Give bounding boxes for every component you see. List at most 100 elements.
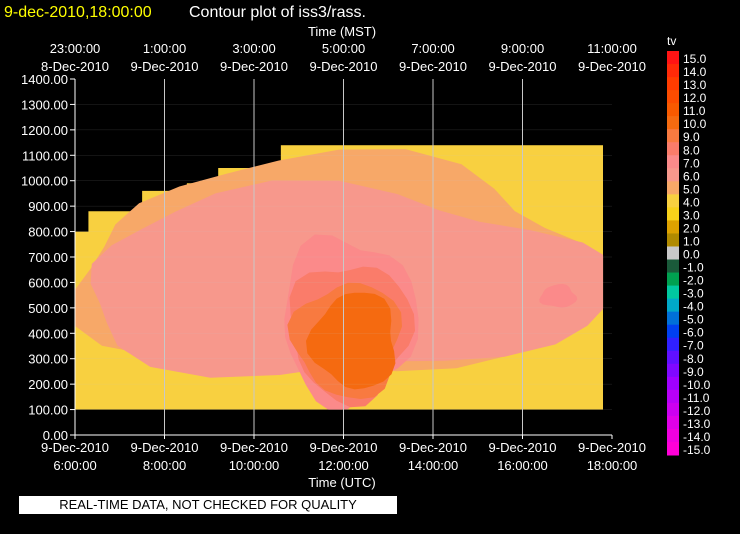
colorbar-value: 8.0 [683, 143, 700, 157]
colorbar-swatch [667, 337, 679, 352]
top-tick-time: 11:00:00 [587, 41, 637, 56]
top-tick-time: 7:00:00 [411, 41, 454, 56]
colorbar-value: -8.0 [683, 352, 704, 366]
colorbar-swatch [667, 415, 679, 430]
colorbar-swatch [667, 155, 679, 169]
colorbar-value: 13.0 [683, 78, 707, 92]
colorbar-value: 11.0 [683, 104, 706, 118]
colorbar-swatch [667, 376, 679, 391]
colorbar-swatch [667, 181, 679, 195]
x-tick-date: 9-Dec-2010 [310, 440, 378, 455]
colorbar-swatch [667, 168, 679, 182]
y-tick-label: 900.00 [28, 199, 68, 214]
colorbar-value: 1.0 [683, 234, 700, 248]
colorbar-value: 9.0 [683, 130, 700, 144]
colorbar-swatch [667, 311, 679, 326]
colorbar-value: -15.0 [683, 443, 711, 457]
colorbar-value: -13.0 [683, 417, 711, 431]
y-tick-label: 100.00 [28, 403, 68, 418]
colorbar-value: 5.0 [683, 182, 700, 196]
colorbar-swatch [667, 298, 679, 313]
colorbar-value: -5.0 [683, 313, 704, 327]
colorbar-swatch [667, 363, 679, 378]
colorbar-value: -3.0 [683, 287, 704, 301]
colorbar-value: 15.0 [683, 52, 707, 66]
colorbar-value: 12.0 [683, 91, 707, 105]
top-tick-date: 8-Dec-2010 [41, 59, 109, 74]
colorbar-value: -2.0 [683, 274, 704, 288]
x-tick-time: 6:00:00 [53, 458, 96, 473]
x-tick-time: 10:00:00 [229, 458, 280, 473]
y-tick-label: 500.00 [28, 301, 68, 316]
plot-title: Contour plot of iss3/rass. [189, 4, 366, 21]
colorbar-swatch [667, 259, 679, 274]
y-tick-label: 1300.00 [21, 97, 68, 112]
colorbar-swatch [667, 324, 679, 339]
top-tick-date: 9-Dec-2010 [220, 59, 288, 74]
colorbar-value: 10.0 [683, 117, 707, 131]
colorbar-swatch [667, 116, 679, 130]
top-tick-time: 23:00:00 [50, 41, 101, 56]
y-tick-label: 200.00 [28, 377, 68, 392]
top-tick-date: 9-Dec-2010 [399, 59, 467, 74]
colorbar-value: -1.0 [683, 261, 704, 275]
colorbar-swatch [667, 129, 679, 143]
y-tick-label: 1200.00 [21, 123, 68, 138]
colorbar-swatch [667, 194, 679, 208]
top-tick-time: 1:00:00 [143, 41, 186, 56]
x-tick-date: 9-Dec-2010 [131, 440, 199, 455]
y-tick-label: 600.00 [28, 275, 68, 290]
colorbar-value: 7.0 [683, 156, 700, 170]
top-tick-time: 3:00:00 [232, 41, 275, 56]
top-tick-time: 9:00:00 [501, 41, 544, 56]
colorbar-swatch [667, 389, 679, 404]
colorbar: 15.014.013.012.011.010.09.08.07.06.05.04… [667, 51, 711, 457]
colorbar-swatch [667, 142, 679, 156]
contour-region [539, 283, 578, 308]
colorbar-swatch [667, 402, 679, 417]
colorbar-value: -14.0 [683, 430, 711, 444]
x-tick-date: 9-Dec-2010 [220, 440, 288, 455]
top-tick-date: 9-Dec-2010 [131, 59, 199, 74]
top-tick-time: 5:00:00 [322, 41, 365, 56]
x-tick-time: 16:00:00 [497, 458, 548, 473]
x-tick-time: 14:00:00 [408, 458, 459, 473]
y-tick-label: 1100.00 [22, 148, 68, 163]
colorbar-value: 14.0 [683, 65, 707, 79]
colorbar-value: 0.0 [683, 248, 700, 262]
top-axis-label: Time (MST) [308, 24, 376, 39]
contour-region [306, 292, 396, 390]
colorbar-swatch [667, 428, 679, 443]
colorbar-swatch [667, 441, 679, 456]
y-tick-label: 0.00 [43, 428, 68, 443]
x-tick-date: 9-Dec-2010 [399, 440, 467, 455]
y-tick-label: 700.00 [28, 250, 68, 265]
timestamp: 9-dec-2010,18:00:00 [4, 4, 152, 21]
colorbar-swatch [667, 103, 679, 117]
top-axis-ticks: 23:00:00 8-Dec-2010 1:00:00 9-Dec-2010 3:00:… [41, 41, 646, 74]
colorbar-value: 4.0 [683, 195, 700, 209]
colorbar-swatch [667, 350, 679, 365]
x-tick-time: 8:00:00 [143, 458, 186, 473]
colorbar-swatch [667, 64, 679, 78]
x-tick-time: 18:00:00 [587, 458, 638, 473]
colorbar-swatch [667, 246, 679, 261]
y-axis-ticks: 0.00 100.00 200.00 300.00 400.00 500.00 600.00… [21, 72, 75, 443]
colorbar-value: 6.0 [683, 169, 700, 183]
y-tick-label: 800.00 [28, 225, 68, 240]
colorbar-swatch [667, 220, 679, 234]
colorbar-value: -12.0 [683, 404, 711, 418]
colorbar-swatch [667, 272, 679, 287]
top-tick-date: 9-Dec-2010 [489, 59, 557, 74]
colorbar-label: tv [667, 34, 676, 48]
y-tick-label: 300.00 [28, 352, 68, 367]
colorbar-swatch [667, 77, 679, 91]
x-tick-date: 9-Dec-2010 [489, 440, 557, 455]
colorbar-value: -7.0 [683, 339, 704, 353]
top-tick-date: 9-Dec-2010 [578, 59, 646, 74]
x-tick-date: 9-Dec-2010 [41, 440, 109, 455]
colorbar-value: -9.0 [683, 365, 704, 379]
colorbar-swatch [667, 233, 679, 247]
colorbar-value: -6.0 [683, 326, 704, 340]
